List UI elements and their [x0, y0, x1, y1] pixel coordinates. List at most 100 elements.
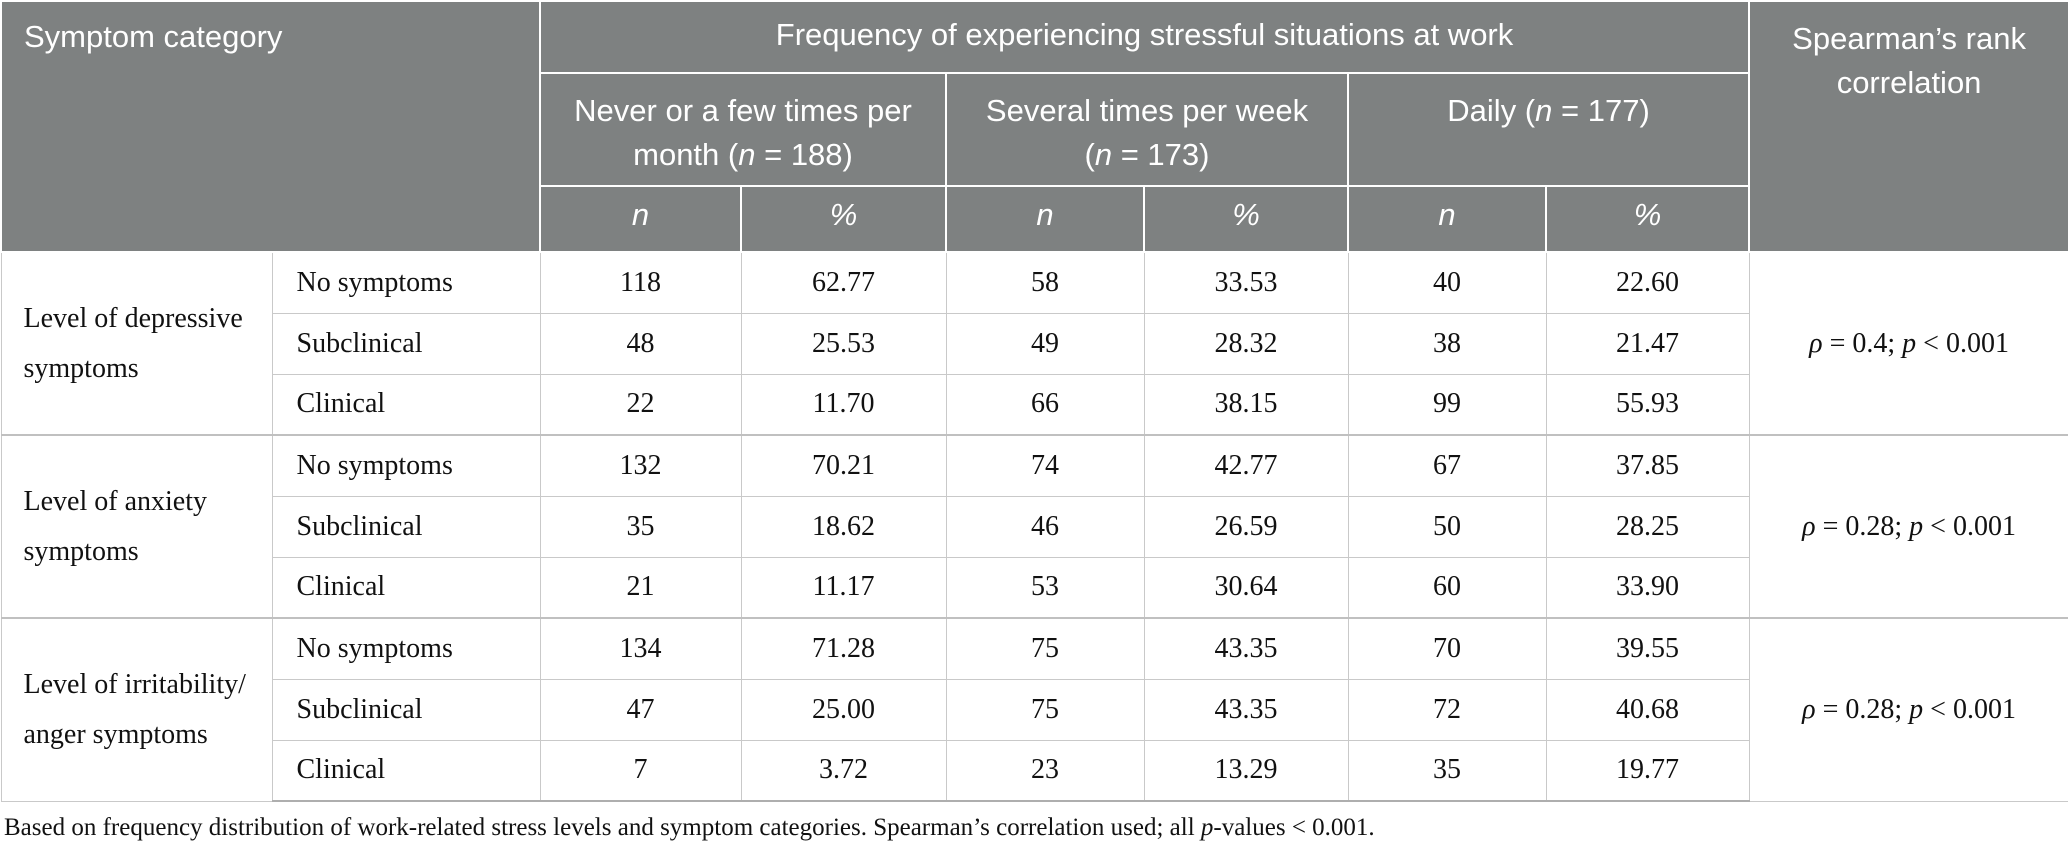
- freq-group-label: Daily (: [1447, 93, 1536, 128]
- value-cell: 43.35: [1143, 678, 1349, 741]
- spearman-rank-header: Spearman’s rank correlation: [1748, 0, 2068, 253]
- symptom-category-header: Symptom category: [0, 0, 541, 253]
- column-header-n: n: [1347, 185, 1547, 253]
- category-cell-irritability: Level of irritability/ anger symptoms: [0, 617, 273, 802]
- table-row: Subclinical 48 25.53 49 28.32 38 21.47: [1, 312, 2068, 375]
- symptom-frequency-table: Symptom category Frequency of experienci…: [0, 0, 2068, 802]
- value-cell: 42.77: [1143, 434, 1349, 497]
- value-cell: 22: [539, 373, 742, 436]
- spearman-cell: ρ = 0.4; p < 0.001: [1748, 251, 2068, 436]
- table-header: Symptom category Frequency of experienci…: [0, 0, 2068, 253]
- table-row: Level of depressive symptoms No symptoms…: [0, 251, 2068, 436]
- value-cell: 53: [945, 556, 1145, 619]
- table-row: Level of irritability/ anger symptoms No…: [0, 617, 2068, 802]
- value-cell: 3.72: [740, 739, 947, 802]
- value-cell: 22.60: [1545, 251, 1750, 314]
- spearman-cell: ρ = 0.28; p < 0.001: [1748, 617, 2068, 802]
- value-cell: 40.68: [1545, 678, 1750, 741]
- freq-group-count: = 177): [1552, 93, 1650, 128]
- n-variable: n: [738, 137, 756, 173]
- value-cell: 70: [1347, 617, 1547, 680]
- value-cell: 18.62: [740, 495, 947, 558]
- rho-symbol: ρ: [1802, 510, 1816, 542]
- level-cell: Clinical: [271, 739, 541, 802]
- column-header-pct: %: [740, 185, 947, 253]
- value-cell: 67: [1347, 434, 1547, 497]
- column-header-n: n: [539, 185, 742, 253]
- value-cell: 74: [945, 434, 1145, 497]
- level-cell: No symptoms: [271, 434, 541, 497]
- value-cell: 60: [1347, 556, 1547, 619]
- table-row: Subclinical 47 25.00 75 43.35 72 40.68: [1, 678, 2068, 741]
- p-value: < 0.001: [1923, 693, 2016, 725]
- value-cell: 47: [539, 678, 742, 741]
- rho-value: = 0.28;: [1815, 693, 1910, 725]
- value-cell: 66: [945, 373, 1145, 436]
- p-value: < 0.001: [1916, 327, 2009, 359]
- value-cell: 7: [539, 739, 742, 802]
- freq-group-count: = 188): [755, 137, 853, 173]
- value-cell: 48: [539, 312, 742, 375]
- footnote-text: -values < 0.001.: [1213, 814, 1375, 841]
- value-cell: 118: [539, 251, 742, 314]
- value-cell: 71.28: [740, 617, 947, 680]
- value-cell: 33.53: [1143, 251, 1349, 314]
- value-cell: 23: [945, 739, 1145, 802]
- table-row: Clinical 21 11.17 53 30.64 60 33.90: [1, 556, 2068, 619]
- value-cell: 37.85: [1545, 434, 1750, 497]
- value-cell: 70.21: [740, 434, 947, 497]
- freq-group-header-daily: Daily (n = 177): [1346, 72, 1751, 187]
- value-cell: 58: [945, 251, 1145, 314]
- table-row: Subclinical 35 18.62 46 26.59 50 28.25: [1, 495, 2068, 558]
- value-cell: 99: [1347, 373, 1547, 436]
- rho-symbol: ρ: [1809, 327, 1823, 359]
- value-cell: 25.53: [740, 312, 947, 375]
- level-cell: No symptoms: [271, 617, 541, 680]
- value-cell: 62.77: [740, 251, 947, 314]
- rho-symbol: ρ: [1802, 693, 1816, 725]
- value-cell: 35: [1347, 739, 1547, 802]
- value-cell: 11.70: [740, 373, 947, 436]
- value-cell: 21.47: [1545, 312, 1750, 375]
- value-cell: 38: [1347, 312, 1547, 375]
- value-cell: 75: [945, 617, 1145, 680]
- value-cell: 25.00: [740, 678, 947, 741]
- value-cell: 35: [539, 495, 742, 558]
- column-header-pct: %: [1143, 185, 1349, 253]
- n-variable: n: [1094, 137, 1113, 173]
- value-cell: 75: [945, 678, 1145, 741]
- table-row: Level of anxiety symptoms No symptoms 13…: [0, 434, 2068, 619]
- freq-group-count: = 173): [1112, 137, 1210, 173]
- level-cell: Clinical: [271, 556, 541, 619]
- value-cell: 55.93: [1545, 373, 1750, 436]
- table-row: Clinical 22 11.70 66 38.15 99 55.93: [1, 373, 2068, 436]
- p-symbol: p: [1200, 814, 1214, 841]
- value-cell: 39.55: [1545, 617, 1750, 680]
- value-cell: 50: [1347, 495, 1547, 558]
- value-cell: 11.17: [740, 556, 947, 619]
- level-cell: Clinical: [271, 373, 541, 436]
- freq-group-label: Several times per week (: [985, 93, 1309, 173]
- level-cell: Subclinical: [271, 312, 541, 375]
- value-cell: 28.32: [1143, 312, 1349, 375]
- p-symbol: p: [1902, 327, 1917, 359]
- frequency-title-header: Frequency of experiencing stressful situ…: [538, 0, 1751, 74]
- level-cell: No symptoms: [271, 251, 541, 314]
- level-cell: Subclinical: [271, 678, 541, 741]
- value-cell: 46: [945, 495, 1145, 558]
- value-cell: 30.64: [1143, 556, 1349, 619]
- column-header-pct: %: [1544, 185, 1751, 253]
- value-cell: 26.59: [1143, 495, 1349, 558]
- rho-value: = 0.28;: [1815, 510, 1910, 542]
- value-cell: 40: [1347, 251, 1547, 314]
- footnote-text: Based on frequency distribution of work-…: [4, 814, 1201, 841]
- p-value: < 0.001: [1923, 510, 2016, 542]
- level-cell: Subclinical: [271, 495, 541, 558]
- category-cell-anxiety: Level of anxiety symptoms: [0, 434, 273, 619]
- value-cell: 33.90: [1545, 556, 1750, 619]
- value-cell: 19.77: [1545, 739, 1750, 802]
- freq-group-header-several: Several times per week (n = 173): [945, 72, 1349, 187]
- table-row: Clinical 7 3.72 23 13.29 35 19.77: [1, 739, 2068, 802]
- value-cell: 72: [1347, 678, 1547, 741]
- n-variable: n: [1535, 93, 1553, 128]
